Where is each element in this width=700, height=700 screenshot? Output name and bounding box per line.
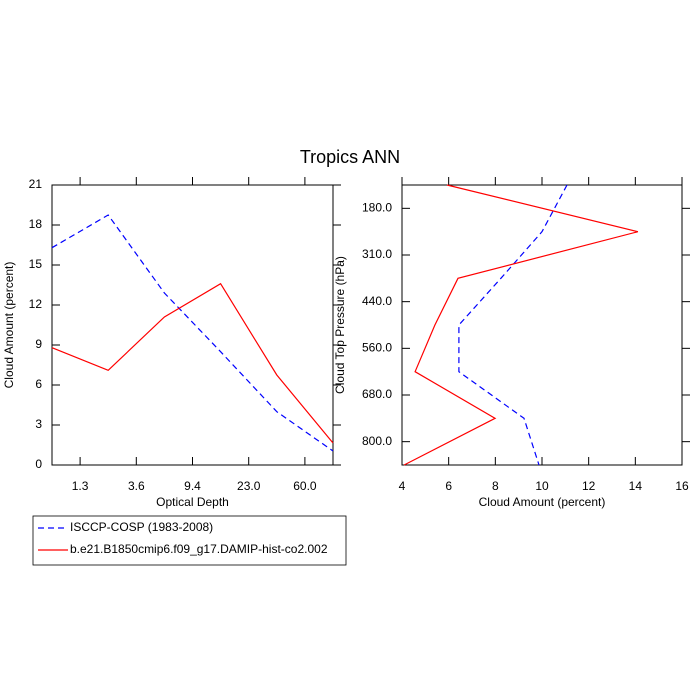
legend-frame [32,515,347,566]
legend-label: b.e21.B1850cmip6.f09_g17.DAMIP-hist-co2.… [70,542,328,556]
y-tick-label: 680.0 [362,387,392,401]
x-tick-label: 16 [675,479,689,493]
x-tick-label: 9.4 [184,479,201,493]
legend-label: ISCCP-COSP (1983-2008) [70,520,213,534]
y-axis-label: Cloud Amount (percent) [2,262,16,389]
y-axis-label: Cloud Top Pressure (hPa) [333,256,347,394]
x-tick-label: 14 [629,479,643,493]
y-tick-label: 15 [29,257,43,271]
plot: 1.3 3.6 9.4 23.0 60.0 0 3 6 9 12 15 18 21 Optical Dep… [2,177,341,509]
y-tick-label: 6 [35,377,42,391]
series-line [458,184,568,466]
x-tick-label: 4 [399,479,406,493]
y-tick-label: 310.0 [362,247,392,261]
y-tick-label: 9 [35,337,42,351]
x-tick-label: 1.3 [72,479,89,493]
y-tick-label: 440.0 [362,294,392,308]
plot-frame [401,184,683,466]
y-tick-label: 3 [35,417,42,431]
y-tick-label: 18 [29,217,43,231]
y-tick-label: 180.0 [362,201,392,215]
x-tick-label: 8 [492,479,499,493]
y-tick-label: 21 [29,177,43,191]
x-axis-label: Cloud Amount (percent) [479,495,606,509]
series-line [51,214,334,452]
series-line [403,184,639,466]
title: Tropics ANN [300,147,400,167]
y-tick-label: 12 [29,297,43,311]
plot: 4 6 8 10 12 14 16 180.0 310.0 440.0 560.0 680.0 800.… [333,177,690,509]
x-tick-label: 23.0 [237,479,261,493]
x-tick-label: 12 [582,479,596,493]
plot-frame [51,184,334,466]
y-tick-label: 560.0 [362,341,392,355]
y-tick-label: 0 [35,457,42,471]
x-tick-label: 60.0 [293,479,317,493]
series-line [51,282,334,444]
x-tick-label: 3.6 [128,479,145,493]
x-tick-label: 10 [535,479,549,493]
y-tick-label: 800.0 [362,434,392,448]
x-axis-label: Optical Depth [156,495,229,509]
x-tick-label: 6 [445,479,452,493]
